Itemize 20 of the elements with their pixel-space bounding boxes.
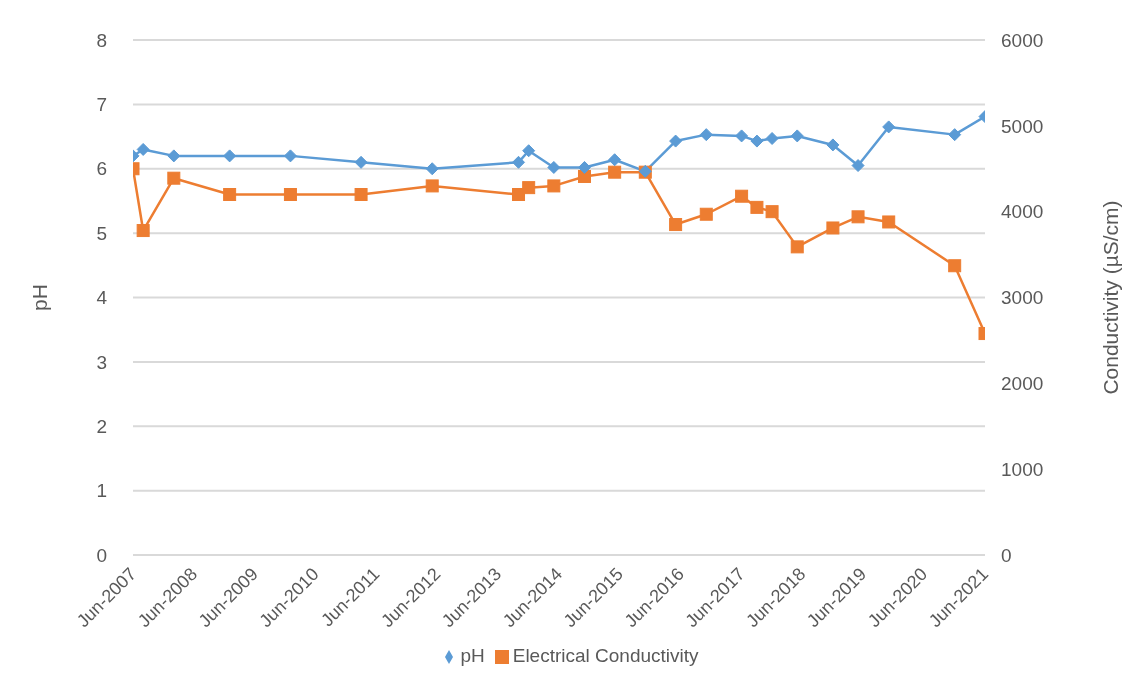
y2-tick-label: 0: [1001, 544, 1012, 566]
y2-tick-label: 3000: [1001, 287, 1044, 309]
y2-axis-title: Conductivity (µS/cm): [1099, 200, 1123, 395]
y-tick-label: 6: [96, 158, 107, 180]
y2-tick-label: 1000: [1001, 458, 1044, 480]
y-tick-label: 4: [96, 287, 108, 309]
y-axis-title: pH: [28, 284, 52, 311]
y2-tick-label: 2000: [1001, 373, 1044, 395]
y-tick-label: 7: [96, 94, 107, 116]
y-tick-label: 0: [96, 544, 107, 566]
y-tick-label: 3: [96, 351, 107, 373]
y-tick-label: 5: [96, 222, 107, 244]
legend-label: pH: [460, 645, 485, 666]
legend-label: Electrical Conductivity: [512, 645, 699, 666]
y-tick-label: 1: [96, 480, 107, 502]
y2-tick-label: 4000: [1001, 201, 1044, 223]
y2-tick-label: 5000: [1001, 115, 1044, 137]
y-tick-label: 8: [96, 29, 107, 51]
y-tick-label: 2: [96, 415, 107, 437]
y2-tick-label: 6000: [1001, 29, 1044, 51]
